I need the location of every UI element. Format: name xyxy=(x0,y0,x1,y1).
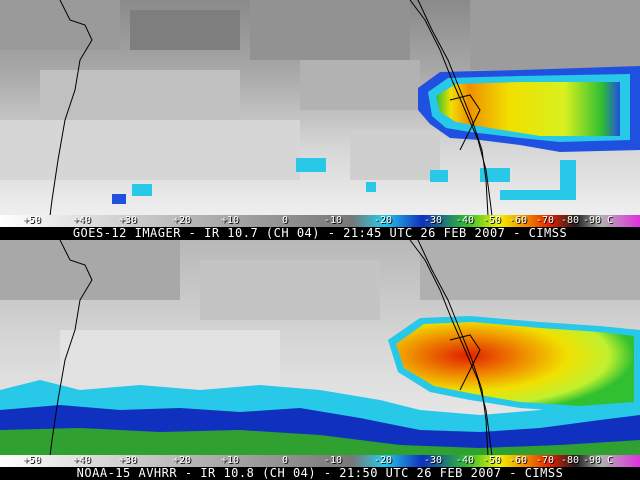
scale-tick-label: -80 xyxy=(560,455,580,466)
scale-tick-label: +40 xyxy=(72,455,92,466)
scale-tick-label: -40 xyxy=(455,455,475,466)
scale-tick-label: +30 xyxy=(118,455,138,466)
noaa-15-ir-image xyxy=(0,240,640,456)
scale-tick-label: -30 xyxy=(423,455,443,466)
scale-tick-label: +50 xyxy=(22,215,42,226)
scale-tick-label: -50 xyxy=(482,215,502,226)
scale-tick-label: +40 xyxy=(72,215,92,226)
color-scale-gradient xyxy=(0,215,640,227)
color-scale-gradient xyxy=(0,455,640,467)
scale-tick-label: -50 xyxy=(482,455,502,466)
color-scale-top: +50 +40 +30 +20 +10 0 -10 -20 -30 -40 -50 -60 -70 -80… xyxy=(0,215,640,227)
scale-tick-label: 0 xyxy=(281,455,289,466)
scale-tick-label: -70 xyxy=(535,215,555,226)
scale-tick-label: +10 xyxy=(220,455,240,466)
noaa-ir-imagery xyxy=(0,240,640,456)
scale-tick-label: +50 xyxy=(22,455,42,466)
scale-tick-label: -30 xyxy=(423,215,443,226)
scale-tick-label: -20 xyxy=(373,215,393,226)
scale-tick-label: -20 xyxy=(373,455,393,466)
scale-tick-label: -40 xyxy=(455,215,475,226)
noaa-caption: NOAA-15 AVHRR - IR 10.8 (CH 04) - 21:50 … xyxy=(0,467,640,480)
goes-ir-imagery xyxy=(0,0,640,216)
scale-tick-label: -60 xyxy=(508,455,528,466)
goes-caption: GOES-12 IMAGER - IR 10.7 (CH 04) - 21:45… xyxy=(0,227,640,240)
goes-12-ir-image xyxy=(0,0,640,216)
scale-tick-label: -80 xyxy=(560,215,580,226)
scale-tick-label: -90 C xyxy=(582,215,614,226)
scale-tick-label: 0 xyxy=(281,215,289,226)
scale-tick-label: -70 xyxy=(535,455,555,466)
scale-tick-label: +30 xyxy=(118,215,138,226)
scale-tick-label: -90 C xyxy=(582,455,614,466)
scale-tick-label: +10 xyxy=(220,215,240,226)
scale-tick-label: -60 xyxy=(508,215,528,226)
scale-tick-label: -10 xyxy=(323,455,343,466)
scale-tick-label: -10 xyxy=(323,215,343,226)
scale-tick-label: +20 xyxy=(172,455,192,466)
color-scale-bottom: +50 +40 +30 +20 +10 0 -10 -20 -30 -40 -50 -60 -70 -80… xyxy=(0,455,640,467)
scale-tick-label: +20 xyxy=(172,215,192,226)
